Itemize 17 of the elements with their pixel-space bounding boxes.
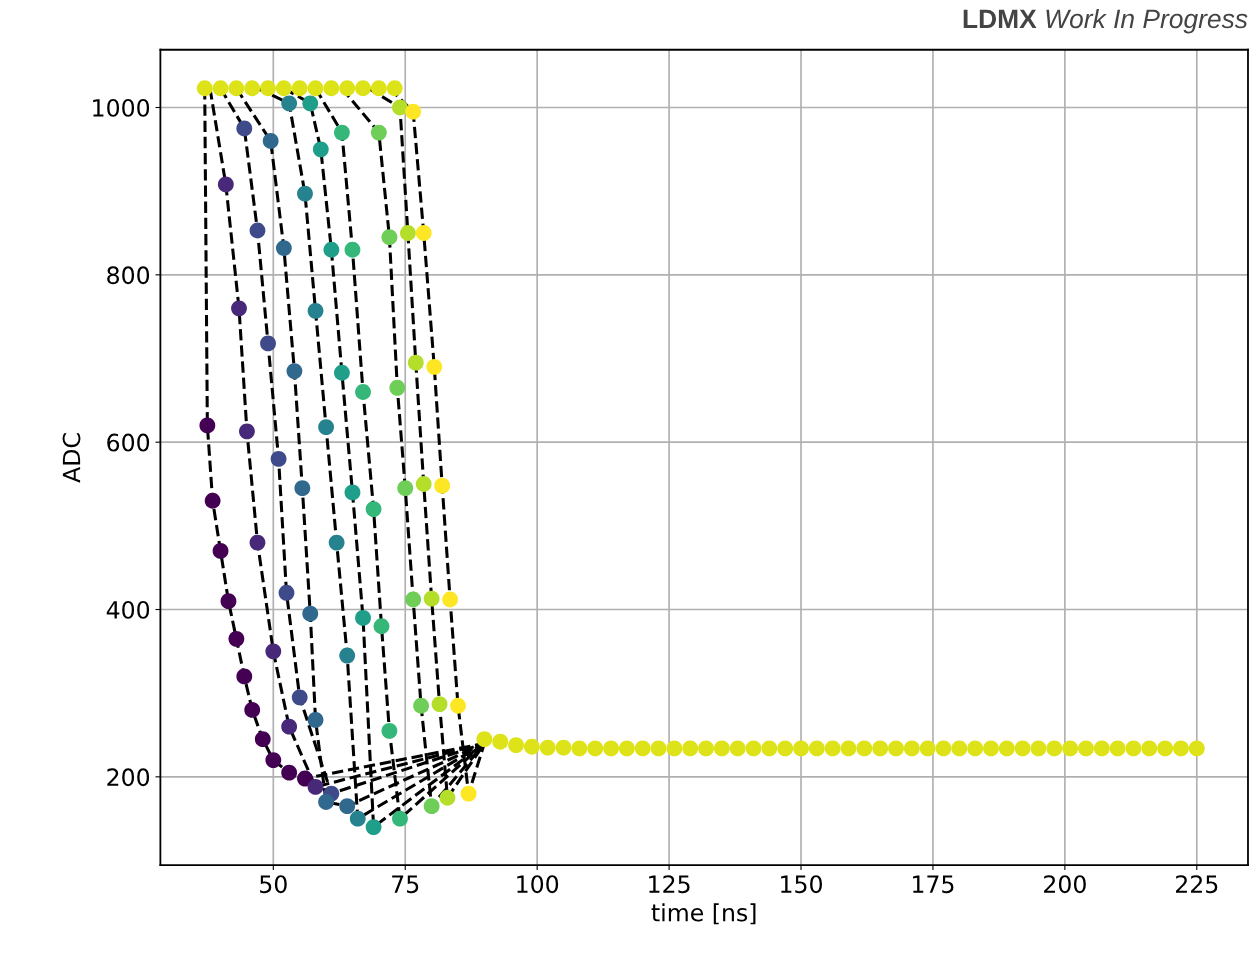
x-tick-label: 100 — [517, 875, 559, 894]
y-tick-label: 800 — [107, 266, 150, 285]
y-tick-label: 400 — [106, 600, 150, 619]
y-tick-label: 1000 — [93, 98, 150, 117]
x-tick-label: 50 — [260, 875, 287, 894]
x-tick-label: 175 — [913, 875, 954, 894]
x-tick-label: 200 — [1044, 875, 1086, 894]
y-axis-title: ADC — [62, 433, 81, 483]
y-tick-label: 600 — [107, 433, 150, 452]
x-axis-title: time [ns] — [651, 903, 756, 925]
y-tick-label: 200 — [107, 768, 150, 787]
text: LDMX — [963, 9, 1037, 29]
x-tick-label: 125 — [649, 875, 690, 894]
text: Work In Progress — [1046, 8, 1248, 34]
x-tick-label: 150 — [781, 875, 822, 894]
x-tick-label: 225 — [1176, 875, 1218, 894]
x-tick-label: 75 — [392, 875, 419, 894]
